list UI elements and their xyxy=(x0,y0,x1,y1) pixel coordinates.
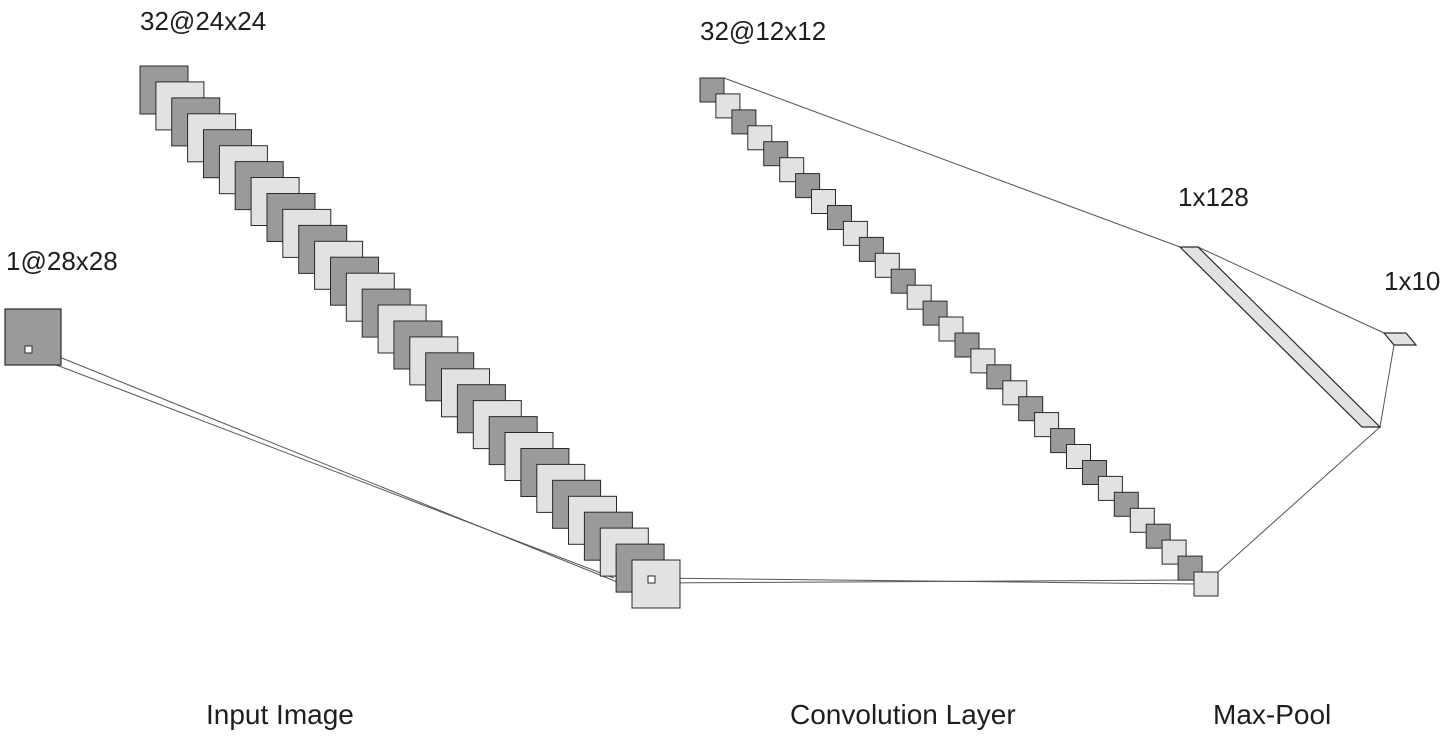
input-layer xyxy=(4,308,62,366)
caption-max-pool: Max-Pool xyxy=(1213,699,1331,730)
output-layer-10 xyxy=(1382,332,1418,346)
connection-line xyxy=(1197,246,1385,334)
pool-feature-map-stack xyxy=(699,77,1219,597)
pool-dim-label: 32@12x12 xyxy=(700,16,826,46)
connection-line xyxy=(31,345,653,597)
output-dim-label: 1x10 xyxy=(1384,266,1440,296)
connection-lines xyxy=(24,77,1395,597)
caption-convolution-layer: Convolution Layer xyxy=(790,699,1016,730)
connection-line xyxy=(1217,426,1381,573)
conv-feature-map xyxy=(631,559,681,609)
connection-line xyxy=(24,352,615,579)
conv-feature-map-stack xyxy=(139,65,681,609)
dense-layer-128 xyxy=(1178,246,1382,428)
dense-dim-label: 1x128 xyxy=(1178,182,1249,212)
connection-line xyxy=(1379,344,1395,428)
conv-dim-label: 32@24x24 xyxy=(140,6,266,36)
input-receptive-field xyxy=(24,345,33,354)
pool-feature-map xyxy=(1193,571,1219,597)
connection-line xyxy=(723,77,1181,248)
connection-line xyxy=(654,579,1195,584)
caption-input-image: Input Image xyxy=(206,699,354,730)
input-feature-map xyxy=(4,308,62,366)
input-dim-label: 1@28x28 xyxy=(6,246,118,276)
conv-receptive-field xyxy=(647,575,656,584)
